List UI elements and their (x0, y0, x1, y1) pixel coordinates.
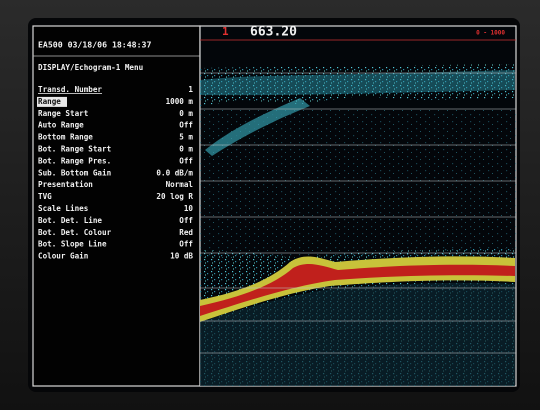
menu-label: Scale Lines (38, 204, 88, 213)
menu-value: Normal (166, 180, 194, 189)
menu-value: 1000 m (166, 97, 194, 106)
menu-value: Off (179, 121, 193, 130)
menu-value: 0 m (179, 109, 193, 118)
menu-label: Bot. Det. Line (38, 216, 102, 225)
menu-label: Bottom Range (38, 133, 93, 142)
menu-label: Presentation (38, 180, 93, 189)
menu-value: 10 (184, 204, 194, 213)
menu-value: 10 dB (170, 252, 193, 261)
depth-readout: 663.20 (250, 25, 297, 40)
menu-value: Off (179, 216, 193, 225)
menu-title: DISPLAY/Echogram-1 Menu (38, 63, 143, 72)
water-noise (200, 110, 516, 260)
menu-label: Auto Range (38, 121, 84, 130)
menu-label: Transd. Number (38, 85, 102, 94)
screen-photo: EA500 03/18/06 18:48:37 DISPLAY/Echogram… (0, 0, 540, 410)
menu-value: Off (179, 156, 193, 165)
menu-label: Sub. Bottom Gain (38, 168, 111, 177)
menu-label: Range Start (38, 109, 88, 118)
menu-label: Bot. Slope Line (38, 240, 107, 249)
menu-value: 5 m (179, 133, 193, 142)
menu-value: 0 m (179, 145, 193, 154)
menu-label: Colour Gain (38, 252, 88, 261)
menu-label: Range (38, 97, 61, 106)
device-status: EA500 03/18/06 18:48:37 (38, 40, 151, 50)
range-readout: 0 - 1000 (476, 30, 505, 37)
menu-value: 0.0 dB/m (156, 168, 193, 177)
menu-label: Bot. Range Pres. (38, 156, 111, 165)
channel: 1 (222, 25, 229, 38)
menu-label: Bot. Range Start (38, 145, 111, 154)
menu-value: 20 log R (156, 192, 193, 201)
menu-value: Off (179, 240, 193, 249)
menu-label: TVG (38, 192, 52, 201)
menu-label: Bot. Det. Colour (38, 228, 112, 237)
page: EA500 03/18/06 18:48:37 DISPLAY/Echogram… (0, 0, 540, 410)
menu-value: Red (179, 228, 193, 237)
menu-value: 1 (188, 85, 193, 94)
